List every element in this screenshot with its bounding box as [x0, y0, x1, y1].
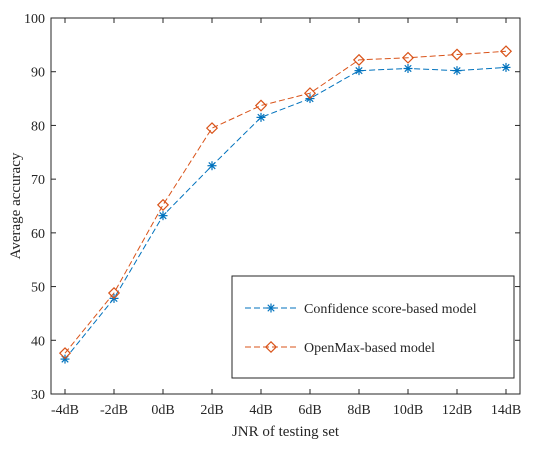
x-tick-label: 0dB [151, 403, 174, 418]
y-tick-label: 90 [31, 66, 45, 81]
diamond-marker [205, 122, 219, 135]
legend: Confidence score-based model OpenMax-base… [231, 275, 515, 379]
y-tick-label: 60 [31, 227, 45, 242]
y-tick-label: 30 [31, 388, 45, 403]
x-axis-label: JNR of testing set [232, 424, 340, 440]
legend-label: Confidence score-based model [304, 302, 477, 317]
y-tick-label: 40 [31, 334, 45, 349]
y-tick-label: 100 [24, 12, 45, 27]
asterisk-marker [354, 66, 364, 76]
x-tick-label: 8dB [347, 403, 370, 418]
y-tick-label: 80 [31, 119, 45, 134]
y-tick-label: 50 [31, 281, 45, 296]
asterisk-marker [403, 63, 413, 73]
y-axis-label: Average accuracy [8, 152, 24, 259]
diamond-marker [107, 286, 121, 300]
series-line-2 [64, 50, 507, 354]
diamond-marker [264, 340, 278, 354]
diamond-marker [352, 53, 366, 66]
x-tick-label: 14dB [491, 403, 521, 418]
series-layer [58, 45, 513, 364]
asterisk-marker [207, 161, 217, 171]
x-tick-label: 6dB [298, 403, 321, 418]
x-tick-label: 4dB [249, 403, 272, 418]
diamond-marker [450, 48, 464, 61]
legend-box [231, 275, 515, 379]
x-tick-label: 2dB [200, 403, 223, 418]
x-tick-label: -2dB [100, 403, 128, 418]
diamond-marker [303, 87, 317, 100]
legend-label: OpenMax-based model [304, 341, 435, 356]
asterisk-marker [501, 62, 511, 72]
asterisk-marker [266, 303, 276, 313]
y-axis: 30 40 50 60 70 80 90 100 [24, 12, 520, 403]
diamond-marker [58, 347, 72, 360]
x-tick-label: 12dB [442, 403, 472, 418]
diamond-marker [156, 198, 170, 211]
x-axis: -4dB -2dB 0dB 2dB 4dB 6dB 8dB 10dB 12dB 14dB [51, 18, 521, 418]
series-line-1 [64, 66, 507, 360]
diamond-marker [254, 99, 268, 112]
y-tick-label: 70 [31, 173, 45, 188]
asterisk-marker [158, 211, 168, 221]
x-tick-label: 10dB [393, 403, 423, 418]
asterisk-marker [256, 112, 266, 122]
diamond-marker [401, 51, 415, 64]
diamond-marker [499, 45, 513, 58]
asterisk-marker [452, 66, 462, 76]
x-tick-label: -4dB [51, 403, 79, 418]
